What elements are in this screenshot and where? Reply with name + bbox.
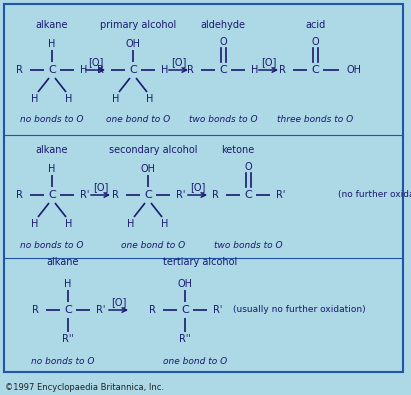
Text: two bonds to O: two bonds to O — [189, 115, 257, 124]
Text: C: C — [48, 65, 56, 75]
Text: R: R — [16, 190, 23, 200]
Text: (no further oxidation): (no further oxidation) — [338, 190, 411, 199]
Text: H: H — [31, 219, 39, 229]
Text: C: C — [129, 65, 137, 75]
Text: C: C — [48, 190, 56, 200]
Text: H: H — [127, 219, 135, 229]
Text: H: H — [161, 219, 169, 229]
Text: H: H — [65, 94, 73, 104]
Text: OH: OH — [125, 39, 141, 49]
Text: O: O — [244, 162, 252, 172]
Text: R: R — [187, 65, 194, 75]
Text: alkane: alkane — [47, 257, 79, 267]
Text: acid: acid — [305, 20, 325, 30]
Text: OH: OH — [346, 65, 361, 75]
Text: R': R' — [213, 305, 222, 315]
Text: R': R' — [276, 190, 285, 200]
Text: two bonds to O: two bonds to O — [214, 241, 282, 250]
Text: [O]: [O] — [261, 57, 276, 67]
Text: aldehyde: aldehyde — [201, 20, 245, 30]
Text: alkane: alkane — [36, 20, 68, 30]
Text: C: C — [181, 305, 189, 315]
Text: R: R — [149, 305, 156, 315]
Text: no bonds to O: no bonds to O — [20, 241, 84, 250]
Text: R: R — [279, 65, 286, 75]
Text: [O]: [O] — [190, 182, 205, 192]
Text: [O]: [O] — [88, 57, 103, 67]
Text: one bond to O: one bond to O — [121, 241, 185, 250]
Text: [O]: [O] — [171, 57, 186, 67]
Text: H: H — [31, 94, 39, 104]
Text: [O]: [O] — [111, 297, 126, 307]
Text: R: R — [16, 65, 23, 75]
Text: R': R' — [176, 190, 185, 200]
Text: C: C — [144, 190, 152, 200]
Text: one bond to O: one bond to O — [163, 357, 227, 367]
Text: H: H — [251, 65, 259, 75]
Text: R': R' — [96, 305, 105, 315]
Text: R': R' — [80, 190, 89, 200]
Text: OH: OH — [178, 279, 192, 289]
Text: (usually no further oxidation): (usually no further oxidation) — [233, 305, 366, 314]
Text: secondary alcohol: secondary alcohol — [109, 145, 197, 155]
Text: no bonds to O: no bonds to O — [31, 357, 95, 367]
Text: alkane: alkane — [36, 145, 68, 155]
Text: no bonds to O: no bonds to O — [20, 115, 84, 124]
Text: H: H — [65, 219, 73, 229]
Text: H: H — [146, 94, 154, 104]
Text: H: H — [48, 39, 55, 49]
Text: three bonds to O: three bonds to O — [277, 115, 353, 124]
Text: tertiary alcohol: tertiary alcohol — [163, 257, 237, 267]
Text: ketone: ketone — [222, 145, 255, 155]
Text: H: H — [112, 94, 120, 104]
Text: H: H — [80, 65, 88, 75]
Text: H: H — [64, 279, 72, 289]
Text: R: R — [212, 190, 219, 200]
Text: C: C — [244, 190, 252, 200]
Text: OH: OH — [141, 164, 155, 174]
Text: H: H — [48, 164, 55, 174]
Text: R: R — [112, 190, 119, 200]
Text: O: O — [311, 37, 319, 47]
Text: C: C — [311, 65, 319, 75]
Text: C: C — [64, 305, 72, 315]
Text: R: R — [32, 305, 39, 315]
Text: R'': R'' — [62, 334, 74, 344]
Text: primary alcohol: primary alcohol — [100, 20, 176, 30]
Text: R'': R'' — [179, 334, 191, 344]
Text: [O]: [O] — [93, 182, 108, 192]
Text: O: O — [219, 37, 227, 47]
Text: H: H — [161, 65, 169, 75]
Text: R: R — [97, 65, 104, 75]
Text: C: C — [219, 65, 227, 75]
Text: one bond to O: one bond to O — [106, 115, 170, 124]
Text: ©1997 Encyclopaedia Britannica, Inc.: ©1997 Encyclopaedia Britannica, Inc. — [5, 384, 164, 393]
